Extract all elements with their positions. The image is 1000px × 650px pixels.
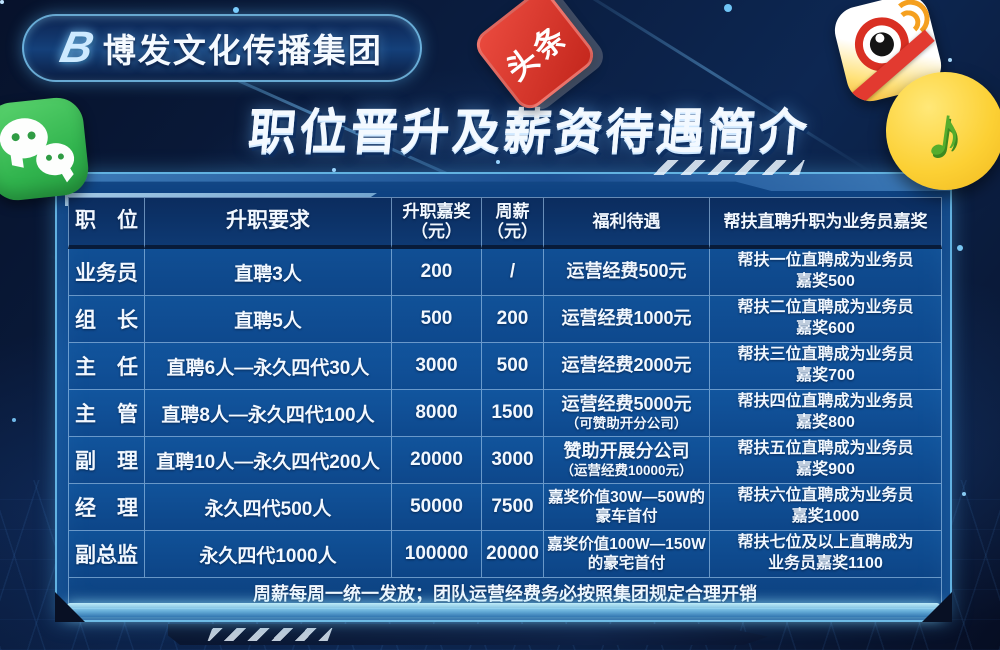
cell-welfare: 运营经费500元 xyxy=(544,249,710,296)
cell-welfare: 运营经费2000元 xyxy=(544,343,710,390)
company-logo: B 博发文化传播集团 xyxy=(22,14,422,82)
cell-position: 经 理 xyxy=(68,484,145,531)
header-welfare: 福利待遇 xyxy=(544,197,710,249)
panel-corner-chamfer xyxy=(55,592,85,622)
cell-help-reward: 帮扶三位直聘成为业务员 嘉奖700 xyxy=(710,343,942,390)
cell-position: 副总监 xyxy=(68,531,145,578)
cell-requirement: 直聘8人—永久四代100人 xyxy=(145,390,392,437)
cell-position: 业务员 xyxy=(68,249,145,296)
panel-bottom-glow xyxy=(67,603,940,617)
table-row: 经 理 永久四代500人 50000 7500 嘉奖价值30W—50W的 豪车首… xyxy=(68,484,942,531)
cell-salary: 3000 xyxy=(482,437,544,484)
hazard-stripes-top xyxy=(649,160,805,175)
cell-reward: 20000 xyxy=(392,437,482,484)
cell-reward: 8000 xyxy=(392,390,482,437)
hazard-stripes-bottom xyxy=(207,628,333,641)
cell-requirement: 直聘10人—永久四代200人 xyxy=(145,437,392,484)
header-promotion-reward: 升职嘉奖 （元） xyxy=(392,197,482,249)
header-requirement: 升职要求 xyxy=(145,197,392,249)
cell-requirement: 直聘3人 xyxy=(145,249,392,296)
table-header-row: 职 位 升职要求 升职嘉奖 （元） 周薪 （元） 福利待遇 帮扶直聘升职为业务员… xyxy=(68,197,942,249)
cell-reward: 50000 xyxy=(392,484,482,531)
cell-requirement: 直聘5人 xyxy=(145,296,392,343)
table-row: 主 管 直聘8人—永久四代100人 8000 1500 运营经费5000元 （可… xyxy=(68,390,942,437)
music-note-glyph: ♪ xyxy=(920,87,970,175)
cell-salary: 7500 xyxy=(482,484,544,531)
cell-help-reward: 帮扶六位直聘成为业务员 嘉奖1000 xyxy=(710,484,942,531)
table-row: 组 长 直聘5人 500 200 运营经费1000元 帮扶二位直聘成为业务员 嘉… xyxy=(68,296,942,343)
company-name: 博发文化传播集团 xyxy=(102,32,383,69)
bottom-hud-bar xyxy=(168,624,768,645)
cell-salary: 1500 xyxy=(482,390,544,437)
cell-reward: 3000 xyxy=(392,343,482,390)
table-row: 业务员 直聘3人 200 / 运营经费500元 帮扶一位直聘成为业务员 嘉奖50… xyxy=(68,249,942,296)
toutiao-label: 头条 xyxy=(499,17,575,88)
cell-salary: / xyxy=(482,249,544,296)
header-help-reward: 帮扶直聘升职为业务员嘉奖 xyxy=(710,197,942,249)
cell-requirement: 永久四代1000人 xyxy=(145,531,392,578)
cell-help-reward: 帮扶五位直聘成为业务员 嘉奖900 xyxy=(710,437,942,484)
cell-help-reward: 帮扶四位直聘成为业务员 嘉奖800 xyxy=(710,390,942,437)
header-weekly-salary: 周薪 （元） xyxy=(482,197,544,249)
cell-salary: 500 xyxy=(482,343,544,390)
cell-position: 组 长 xyxy=(68,296,145,343)
cell-requirement: 直聘6人—永久四代30人 xyxy=(145,343,392,390)
cell-requirement: 永久四代500人 xyxy=(145,484,392,531)
cell-position: 主 管 xyxy=(68,390,145,437)
cell-welfare: 运营经费1000元 xyxy=(544,296,710,343)
salary-table-panel: 职 位 升职要求 升职嘉奖 （元） 周薪 （元） 福利待遇 帮扶直聘升职为业务员… xyxy=(55,172,952,622)
cell-salary: 200 xyxy=(482,296,544,343)
salary-table: 职 位 升职要求 升职嘉奖 （元） 周薪 （元） 福利待遇 帮扶直聘升职为业务员… xyxy=(68,197,942,609)
cell-welfare: 嘉奖价值30W—50W的 豪车首付 xyxy=(544,484,710,531)
cell-welfare: 赞助开展分公司 （运营经费10000元） xyxy=(544,437,710,484)
qq-music-icon: ♪ xyxy=(886,72,1000,190)
cell-welfare: 运营经费5000元 （可赞助开分公司） xyxy=(544,390,710,437)
cell-help-reward: 帮扶二位直聘成为业务员 嘉奖600 xyxy=(710,296,942,343)
table-row: 主 任 直聘6人—永久四代30人 3000 500 运营经费2000元 帮扶三位… xyxy=(68,343,942,390)
background-stars xyxy=(0,0,4,4)
table-row: 副 理 直聘10人—永久四代200人 20000 3000 赞助开展分公司 （运… xyxy=(68,437,942,484)
cell-reward: 100000 xyxy=(392,531,482,578)
cell-salary: 20000 xyxy=(482,531,544,578)
cell-position: 主 任 xyxy=(68,343,145,390)
wechat-icon xyxy=(0,95,91,203)
cell-reward: 500 xyxy=(392,296,482,343)
cell-help-reward: 帮扶七位及以上直聘成为 业务员嘉奖1100 xyxy=(710,531,942,578)
table-row: 副总监 永久四代1000人 100000 20000 嘉奖价值100W—150W… xyxy=(68,531,942,578)
logo-b-mark: B xyxy=(56,23,99,72)
header-position: 职 位 xyxy=(68,197,145,249)
cell-help-reward: 帮扶一位直聘成为业务员 嘉奖500 xyxy=(710,249,942,296)
cell-welfare: 嘉奖价值100W—150W 的豪宅首付 xyxy=(544,531,710,578)
panel-top-trim xyxy=(57,174,950,191)
panel-corner-chamfer xyxy=(922,592,952,622)
cell-reward: 200 xyxy=(392,249,482,296)
cell-position: 副 理 xyxy=(68,437,145,484)
